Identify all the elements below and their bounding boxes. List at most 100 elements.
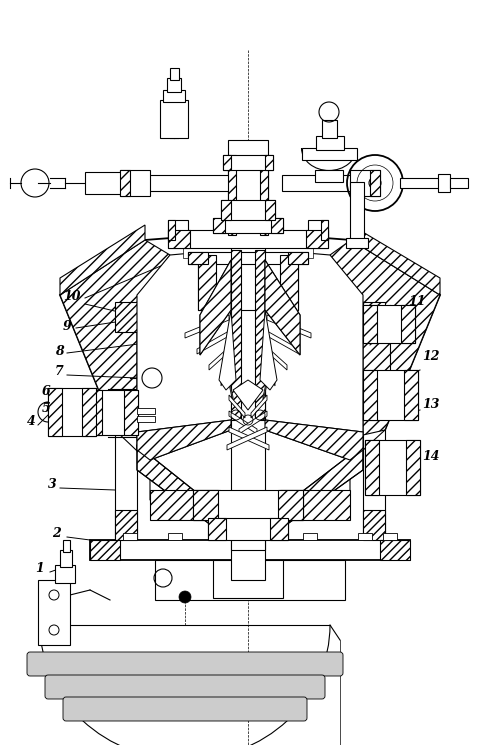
- Polygon shape: [265, 260, 300, 355]
- Text: 14: 14: [422, 450, 440, 463]
- Bar: [63, 540, 70, 552]
- Bar: [363, 510, 385, 540]
- Bar: [120, 170, 150, 196]
- Text: 11: 11: [408, 295, 426, 308]
- Text: 3: 3: [48, 478, 57, 491]
- Bar: [406, 440, 420, 495]
- Bar: [260, 155, 268, 235]
- Bar: [363, 302, 385, 542]
- Bar: [380, 540, 410, 560]
- Bar: [188, 252, 208, 264]
- Bar: [450, 178, 468, 188]
- Text: 13: 13: [422, 398, 440, 411]
- Bar: [115, 302, 137, 332]
- Bar: [48, 388, 96, 436]
- Polygon shape: [60, 225, 145, 295]
- Bar: [280, 255, 298, 310]
- Bar: [223, 155, 231, 170]
- FancyBboxPatch shape: [27, 652, 343, 676]
- Polygon shape: [197, 331, 229, 354]
- Bar: [168, 533, 182, 540]
- Bar: [160, 100, 188, 138]
- Text: 6: 6: [42, 385, 51, 398]
- Bar: [193, 490, 218, 520]
- Bar: [137, 408, 155, 414]
- Text: 2: 2: [52, 527, 61, 540]
- Bar: [350, 182, 364, 242]
- Polygon shape: [229, 379, 233, 402]
- Circle shape: [179, 591, 191, 603]
- Bar: [288, 252, 308, 264]
- Bar: [363, 305, 415, 343]
- Bar: [167, 78, 181, 92]
- Bar: [231, 250, 241, 420]
- Bar: [365, 440, 420, 495]
- Text: 7: 7: [55, 365, 64, 378]
- Bar: [150, 490, 220, 520]
- Polygon shape: [200, 260, 231, 355]
- Text: 5: 5: [42, 402, 51, 415]
- Bar: [270, 518, 288, 540]
- Bar: [90, 540, 410, 560]
- Polygon shape: [137, 420, 231, 460]
- Polygon shape: [351, 225, 440, 295]
- Polygon shape: [263, 379, 267, 402]
- Text: 12: 12: [422, 350, 440, 363]
- Polygon shape: [219, 310, 236, 390]
- Bar: [123, 533, 137, 540]
- Bar: [48, 388, 62, 436]
- Bar: [363, 302, 385, 332]
- Bar: [155, 560, 345, 600]
- Bar: [55, 565, 75, 583]
- Bar: [316, 136, 344, 150]
- Bar: [438, 174, 450, 192]
- Bar: [306, 230, 328, 248]
- Polygon shape: [137, 445, 231, 540]
- Text: 9: 9: [63, 320, 72, 333]
- Bar: [315, 170, 343, 182]
- Bar: [188, 252, 308, 264]
- Bar: [85, 172, 123, 194]
- Polygon shape: [233, 380, 263, 410]
- Bar: [231, 520, 265, 550]
- Bar: [82, 388, 96, 436]
- Bar: [280, 490, 350, 520]
- Bar: [363, 305, 377, 343]
- Bar: [137, 416, 155, 422]
- Bar: [255, 250, 265, 420]
- Bar: [115, 510, 137, 540]
- Bar: [140, 175, 231, 191]
- Bar: [370, 170, 380, 196]
- Polygon shape: [267, 331, 299, 354]
- Bar: [223, 155, 273, 170]
- Bar: [168, 230, 190, 248]
- Bar: [401, 305, 415, 343]
- Bar: [358, 533, 372, 540]
- Polygon shape: [200, 260, 231, 355]
- Bar: [213, 218, 283, 233]
- Polygon shape: [267, 315, 311, 338]
- Bar: [168, 220, 175, 240]
- Text: 8: 8: [55, 345, 64, 358]
- Bar: [278, 490, 303, 520]
- Bar: [303, 533, 317, 540]
- Bar: [322, 120, 337, 138]
- Polygon shape: [221, 363, 229, 386]
- Bar: [231, 190, 265, 580]
- Polygon shape: [209, 347, 229, 370]
- Bar: [208, 518, 288, 540]
- Bar: [265, 155, 273, 170]
- Bar: [346, 238, 368, 248]
- Bar: [60, 550, 72, 567]
- Text: 10: 10: [63, 290, 80, 303]
- Polygon shape: [229, 411, 257, 434]
- Bar: [183, 248, 313, 258]
- Bar: [228, 155, 236, 235]
- Polygon shape: [229, 395, 245, 418]
- Polygon shape: [330, 240, 440, 435]
- Polygon shape: [150, 430, 350, 520]
- Polygon shape: [60, 232, 440, 445]
- Bar: [38, 580, 70, 645]
- Bar: [302, 148, 357, 160]
- Bar: [321, 220, 328, 240]
